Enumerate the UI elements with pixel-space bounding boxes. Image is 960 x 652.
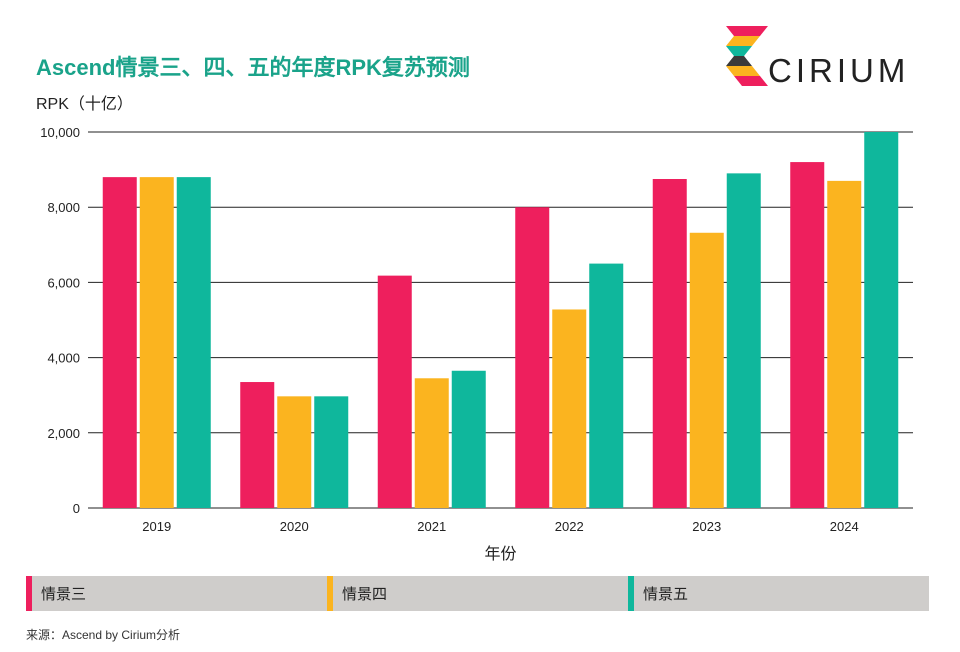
bar-chart: 0 2,000 4,000 6,000 8,000 10,000 2019 2020 2021 2… <box>40 125 913 563</box>
bar-情景五-2022 <box>589 263 624 508</box>
y-tick-label: 6,000 <box>47 275 80 290</box>
x-tick-label: 2021 <box>417 519 446 534</box>
bar-情景五-2024 <box>864 132 899 508</box>
legend-item-scenario3: 情景三 <box>26 576 327 611</box>
legend-label-scenario5: 情景五 <box>643 586 689 603</box>
x-axis-title: 年份 <box>484 545 516 563</box>
bar-情景四-2019 <box>139 177 174 508</box>
bar-情景五-2021 <box>451 370 486 508</box>
y-tick-label: 2,000 <box>47 426 80 441</box>
bar-情景三-2019 <box>102 177 137 508</box>
legend-swatch-scenario5 <box>628 576 634 611</box>
chart-title: Ascend情景三、四、五的年度RPK复苏预测 <box>36 55 470 80</box>
bar-情景三-2022 <box>515 207 550 508</box>
cirium-logo-text: CIRIUM <box>768 52 910 89</box>
bar-情景四-2022 <box>552 309 587 508</box>
x-tick-label: 2022 <box>555 519 584 534</box>
bar-情景五-2019 <box>176 177 211 508</box>
x-tick-label: 2020 <box>280 519 309 534</box>
y-tick-label: 4,000 <box>47 351 80 366</box>
legend-swatch-scenario4 <box>327 576 333 611</box>
bar-情景四-2021 <box>414 378 449 508</box>
bar-情景三-2021 <box>377 275 412 508</box>
legend-item-scenario4: 情景四 <box>327 576 628 611</box>
y-tick-label: 8,000 <box>47 200 80 215</box>
bar-情景三-2020 <box>240 382 275 508</box>
x-tick-label: 2019 <box>142 519 171 534</box>
bar-情景四-2024 <box>827 180 862 508</box>
bar-情景五-2020 <box>314 396 349 508</box>
legend-label-scenario4: 情景四 <box>342 586 388 603</box>
bar-情景五-2023 <box>726 173 761 509</box>
source-note: 来源：Ascend by Cirium分析 <box>26 628 181 642</box>
bar-情景三-2024 <box>790 162 825 508</box>
legend-item-scenario5: 情景五 <box>628 576 929 611</box>
y-tick-label: 0 <box>73 501 80 516</box>
y-axis-unit-label: RPK（十亿） <box>36 96 133 113</box>
bar-情景四-2023 <box>689 232 724 508</box>
bar-情景四-2020 <box>277 396 312 508</box>
y-tick-label: 10,000 <box>40 125 80 140</box>
cirium-logo-icon <box>726 26 768 86</box>
legend: 情景三 情景四 情景五 <box>26 576 929 611</box>
bar-情景三-2023 <box>652 179 687 508</box>
legend-swatch-scenario3 <box>26 576 32 611</box>
x-tick-label: 2024 <box>830 519 859 534</box>
legend-label-scenario3: 情景三 <box>41 586 87 603</box>
x-tick-label: 2023 <box>692 519 721 534</box>
